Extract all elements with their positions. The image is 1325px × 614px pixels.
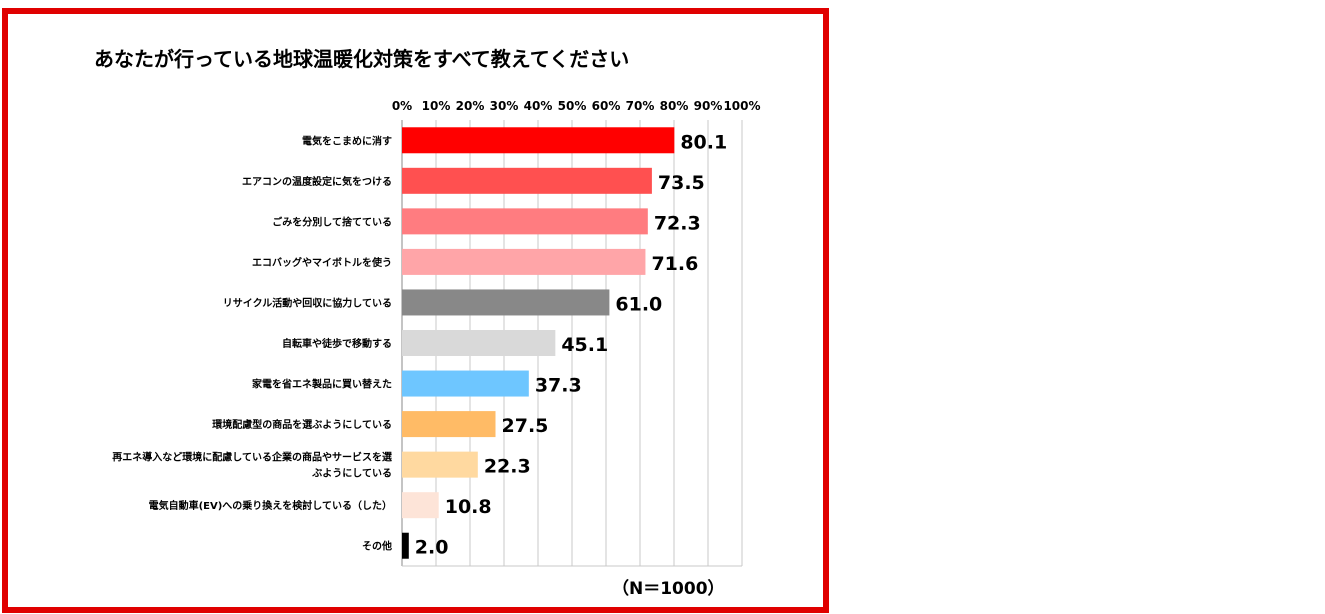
- x-tick-label: 80%: [660, 99, 689, 113]
- bar: [402, 411, 496, 438]
- bar: [402, 208, 648, 235]
- x-tick-label: 90%: [694, 99, 723, 113]
- category-label: エコバッグやマイボトルを使う: [252, 256, 392, 269]
- bar: [402, 451, 478, 478]
- bar: [402, 492, 439, 519]
- x-tick-label: 0%: [392, 99, 412, 113]
- bar: [402, 370, 529, 397]
- sample-size-note: （N＝1000）: [612, 578, 725, 599]
- data-label: 73.5: [658, 172, 705, 194]
- bar: [402, 167, 652, 194]
- x-tick-label: 30%: [490, 99, 519, 113]
- data-label: 72.3: [654, 212, 701, 234]
- data-label: 10.8: [445, 496, 492, 518]
- x-tick-label: 100%: [723, 99, 760, 113]
- category-label: 再エネ導入など環境に配慮している企業の商品やサービスを選: [112, 451, 392, 464]
- bar: [402, 248, 646, 275]
- x-axis-ticks: 0% 10% 20% 30% 40% 50% 60% 70% 80% 90% 100%: [392, 99, 761, 113]
- data-label: 22.3: [484, 456, 531, 478]
- x-tick-label: 70%: [626, 99, 655, 113]
- category-label: 自転車や徒歩で移動する: [282, 337, 392, 350]
- x-tick-label: 60%: [592, 99, 621, 113]
- data-label: 37.3: [535, 375, 582, 397]
- bar: [402, 127, 675, 154]
- category-label: 電気自動車(EV)への乗り換えを検討している（した）: [149, 499, 392, 512]
- x-tick-label: 40%: [524, 99, 553, 113]
- bar: [402, 330, 556, 356]
- data-label: 2.0: [415, 537, 449, 559]
- bars: [402, 127, 675, 559]
- data-label: 61.0: [615, 293, 662, 315]
- category-label: 家電を省エネ製品に買い替えた: [252, 378, 392, 391]
- data-label: 27.5: [502, 415, 549, 437]
- category-label: ごみを分別して捨てている: [272, 215, 392, 228]
- data-label: 80.1: [680, 131, 727, 153]
- category-label: その他: [362, 540, 392, 553]
- chart-frame: あなたが行っている地球温暖化対策をすべて教えてください 0% 10% 20% 30% 4…: [2, 8, 829, 613]
- category-label: エアコンの温度設定に気をつける: [242, 175, 392, 188]
- category-label: 電気をこまめに消す: [302, 134, 392, 147]
- x-tick-label: 50%: [558, 99, 587, 113]
- category-label: ぶようにしている: [311, 468, 392, 480]
- bar: [402, 289, 610, 316]
- chart-title: あなたが行っている地球温暖化対策をすべて教えてください: [94, 47, 629, 71]
- data-label: 45.1: [561, 334, 608, 356]
- category-label: 環境配慮型の商品を選ぶようにしている: [212, 418, 392, 431]
- bar: [402, 532, 409, 559]
- category-label: リサイクル活動や回収に協力している: [223, 296, 392, 309]
- data-label: 71.6: [651, 253, 698, 275]
- value-labels: 80.1 73.5 72.3 71.6 61.0 45.1 37.3 27.5 22.3 10.8…: [415, 131, 727, 558]
- x-tick-label: 20%: [456, 99, 485, 113]
- bar-chart: あなたが行っている地球温暖化対策をすべて教えてください 0% 10% 20% 30% 4…: [94, 47, 761, 599]
- category-labels: 電気をこまめに消すエアコンの温度設定に気をつけるごみを分別して捨てているエコバッ…: [112, 134, 392, 552]
- x-tick-label: 10%: [422, 99, 451, 113]
